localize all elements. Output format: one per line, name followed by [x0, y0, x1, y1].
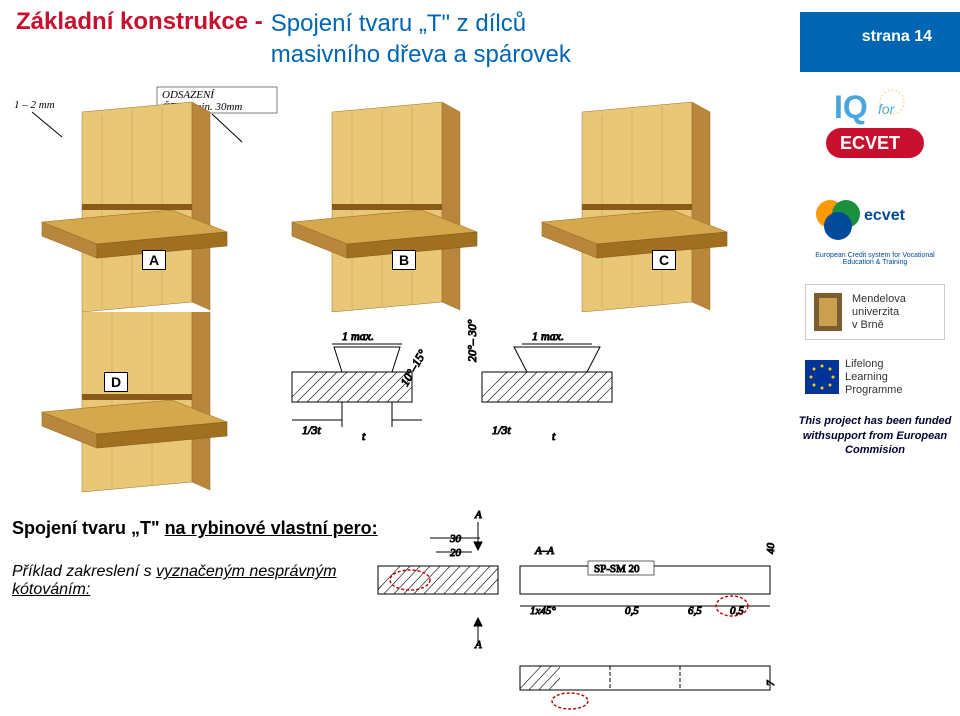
row-abc: 1 – 2 mm ODSAZENÍ ČEPU min. 30mm A B C — [12, 82, 778, 312]
main-column: 1 – 2 mm ODSAZENÍ ČEPU min. 30mm A B C — [0, 74, 790, 704]
dim-odsazeni: ODSAZENÍ — [162, 89, 215, 101]
label-b: B — [392, 250, 416, 270]
dim-1-2mm: 1 – 2 mm — [14, 99, 55, 111]
tech-l-angle: 10°–15° — [397, 347, 429, 388]
svg-text:ecvet: ecvet — [864, 207, 906, 224]
logo-iq-ecvet: IQ for ECVET — [805, 84, 945, 174]
llp-l2: Learning — [845, 371, 902, 384]
mendel-l3: v Brně — [852, 319, 906, 332]
page-number: strana 14 — [852, 24, 942, 50]
content-area: 1 – 2 mm ODSAZENÍ ČEPU min. 30mm A B C — [0, 74, 960, 704]
subtitle-uline: na rybinové vlastní pero: — [165, 518, 378, 538]
llp-l1: Lifelong — [845, 358, 902, 371]
mendel-l2: univerzita — [852, 306, 906, 319]
ecvet-sub: European Credit system for Vocational Ed… — [805, 252, 945, 266]
tech-l-t: t — [362, 429, 366, 443]
caption-u1: vyznačeným nesprávným — [156, 563, 337, 580]
tech-r-1max: 1 max. — [532, 329, 564, 343]
tech-r-t: t — [552, 429, 556, 443]
tech-l-1max: 1 max. — [342, 329, 374, 343]
dim-30: 30 — [449, 533, 462, 545]
title-right-l2: masivního dřeva a spárovek — [271, 41, 571, 68]
spsm-label: SP-SM 20 — [594, 563, 640, 575]
label-a: A — [142, 250, 166, 270]
logo-llp: Lifelong Learning Programme — [805, 358, 945, 396]
drawing-bottom: A 30 20 A–A — [370, 506, 800, 716]
tech-l-13t: 1/3t — [302, 423, 321, 437]
page-header: Základní konstrukce - Spojení tvaru „T" … — [0, 0, 960, 74]
title-right-l1: Spojení tvaru „T" z dílců — [271, 10, 526, 37]
label-c: C — [652, 250, 676, 270]
caption-u2: kótováním: — [12, 581, 90, 598]
caption-prefix: Příklad zakreslení s — [12, 563, 156, 580]
dim-65: 6,5 — [688, 605, 702, 617]
label-d: D — [104, 372, 128, 392]
dim-7: 7 — [765, 680, 777, 686]
title-left: Základní konstrukce - — [16, 8, 263, 36]
ecvet-icon: ecvet — [810, 192, 940, 252]
row-d-tech: 1 max. — [12, 312, 778, 512]
title-right: Spojení tvaru „T" z dílců masivního dřev… — [271, 8, 571, 70]
tech-r-13t: 1/3t — [492, 423, 511, 437]
logo-mendelu: Mendelova univerzita v Brně — [805, 284, 945, 340]
svg-text:IQ: IQ — [834, 89, 868, 125]
funding-text: This project has been funded withsupport… — [798, 414, 952, 457]
iq-ecvet-icon: IQ for ECVET — [820, 84, 930, 174]
mendelu-icon — [810, 289, 846, 335]
dim-20: 20 — [450, 547, 462, 559]
section-aa: A–A — [534, 545, 554, 557]
dim-r05: 0,5 — [625, 605, 639, 617]
logo-ecvet: ecvet European Credit system for Vocatio… — [805, 192, 945, 266]
dim-chamfer: 1x45° — [530, 605, 556, 617]
svg-text:for: for — [878, 101, 896, 117]
tech-r-angle: 20°– 30° — [465, 320, 479, 363]
llp-l3: Programme — [845, 384, 902, 397]
iq-badge: ECVET — [840, 133, 900, 153]
sidebar: IQ for ECVET ecvet European Credit syste… — [790, 74, 960, 704]
mendel-l1: Mendelova — [852, 293, 906, 306]
subtitle-prefix: Spojení tvaru „T" — [12, 518, 165, 538]
diagram-d-tech: 1 max. — [12, 312, 792, 512]
diagram-abc: 1 – 2 mm ODSAZENÍ ČEPU min. 30mm — [12, 82, 792, 312]
mark-a-top: A — [474, 509, 482, 521]
llp-icon — [805, 360, 839, 394]
dim-40: 40 — [765, 543, 777, 555]
